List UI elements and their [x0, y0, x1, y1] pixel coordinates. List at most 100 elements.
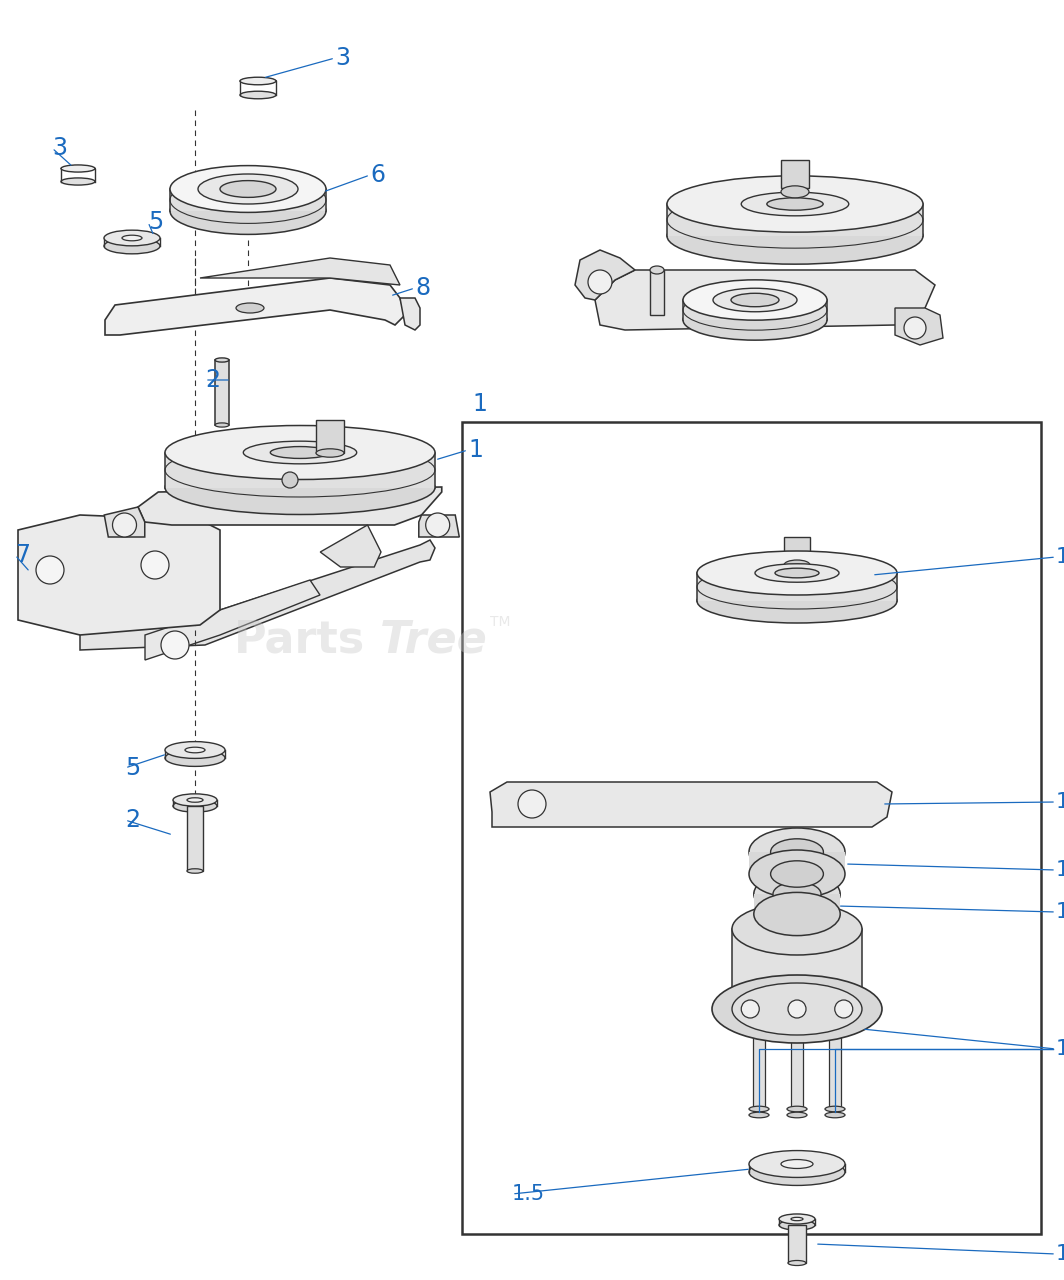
Ellipse shape [742, 192, 849, 216]
Ellipse shape [770, 860, 824, 887]
Bar [788, 1225, 807, 1263]
Circle shape [742, 1000, 760, 1018]
Ellipse shape [61, 178, 95, 186]
Bar [316, 420, 344, 453]
Polygon shape [895, 308, 943, 346]
Ellipse shape [244, 442, 356, 463]
Ellipse shape [749, 1112, 769, 1117]
Ellipse shape [170, 165, 326, 212]
Ellipse shape [712, 975, 882, 1043]
Polygon shape [575, 250, 635, 300]
Ellipse shape [236, 303, 264, 314]
Ellipse shape [755, 563, 839, 582]
Polygon shape [683, 300, 827, 320]
Text: 1.1: 1.1 [1055, 547, 1064, 567]
Bar [753, 893, 841, 914]
Polygon shape [145, 580, 320, 660]
Ellipse shape [165, 461, 435, 515]
Ellipse shape [697, 579, 897, 623]
Ellipse shape [784, 561, 810, 570]
Circle shape [518, 790, 546, 818]
Ellipse shape [667, 175, 922, 232]
Ellipse shape [61, 165, 95, 172]
Ellipse shape [779, 1220, 815, 1230]
Polygon shape [595, 270, 935, 330]
Ellipse shape [165, 741, 225, 758]
Text: 6: 6 [370, 163, 385, 187]
Ellipse shape [749, 1158, 845, 1185]
Text: TM: TM [491, 614, 511, 628]
Text: 3: 3 [335, 46, 350, 70]
Ellipse shape [753, 892, 841, 936]
Ellipse shape [104, 238, 160, 253]
Text: 1.6: 1.6 [1055, 860, 1064, 881]
Ellipse shape [770, 838, 824, 865]
Ellipse shape [825, 1106, 845, 1112]
Text: 1.4: 1.4 [1055, 902, 1064, 922]
Polygon shape [80, 540, 435, 650]
Ellipse shape [650, 266, 664, 274]
Text: 5: 5 [148, 210, 163, 234]
Ellipse shape [170, 188, 326, 234]
Ellipse shape [187, 869, 203, 873]
Circle shape [36, 556, 64, 584]
Bar [650, 270, 664, 315]
Ellipse shape [749, 1106, 769, 1112]
Ellipse shape [731, 293, 779, 307]
Ellipse shape [732, 983, 862, 1036]
Ellipse shape [767, 198, 824, 210]
Bar [187, 806, 203, 870]
Ellipse shape [829, 1023, 841, 1025]
Polygon shape [400, 298, 420, 330]
Polygon shape [667, 204, 922, 236]
Polygon shape [491, 782, 892, 827]
Bar [829, 1024, 841, 1108]
Bar [791, 1024, 803, 1108]
Ellipse shape [781, 186, 809, 198]
Text: Tree: Tree [380, 618, 487, 662]
Ellipse shape [774, 882, 821, 906]
Polygon shape [104, 507, 145, 538]
Ellipse shape [173, 794, 217, 806]
Circle shape [588, 270, 612, 294]
Ellipse shape [791, 1023, 803, 1025]
Ellipse shape [713, 288, 797, 312]
Ellipse shape [787, 1106, 807, 1112]
Ellipse shape [185, 748, 205, 753]
Text: 2: 2 [205, 369, 220, 392]
Polygon shape [419, 515, 460, 538]
Polygon shape [105, 278, 405, 335]
Circle shape [113, 513, 136, 538]
Text: 5: 5 [124, 756, 140, 780]
Ellipse shape [187, 797, 203, 803]
Bar [462, 422, 1041, 1234]
Ellipse shape [165, 425, 435, 480]
Ellipse shape [683, 300, 827, 340]
Circle shape [282, 472, 298, 488]
Ellipse shape [683, 280, 827, 320]
Bar [749, 852, 845, 874]
Bar [753, 1024, 765, 1108]
Ellipse shape [749, 828, 845, 876]
Ellipse shape [240, 77, 276, 84]
Ellipse shape [775, 568, 819, 577]
Ellipse shape [787, 1112, 807, 1117]
Polygon shape [170, 189, 326, 211]
Ellipse shape [122, 236, 142, 241]
Ellipse shape [173, 800, 217, 813]
Polygon shape [138, 486, 442, 525]
Polygon shape [320, 525, 381, 567]
Text: 2: 2 [124, 808, 140, 832]
Ellipse shape [788, 1261, 807, 1266]
Circle shape [904, 317, 926, 339]
Ellipse shape [781, 1160, 813, 1169]
Text: 7: 7 [15, 543, 30, 567]
Circle shape [835, 1000, 852, 1018]
Ellipse shape [198, 174, 298, 204]
Bar [781, 160, 809, 188]
Ellipse shape [270, 447, 330, 458]
Ellipse shape [749, 850, 845, 899]
Text: Parts: Parts [234, 618, 365, 662]
Circle shape [788, 1000, 807, 1018]
Ellipse shape [667, 207, 922, 264]
